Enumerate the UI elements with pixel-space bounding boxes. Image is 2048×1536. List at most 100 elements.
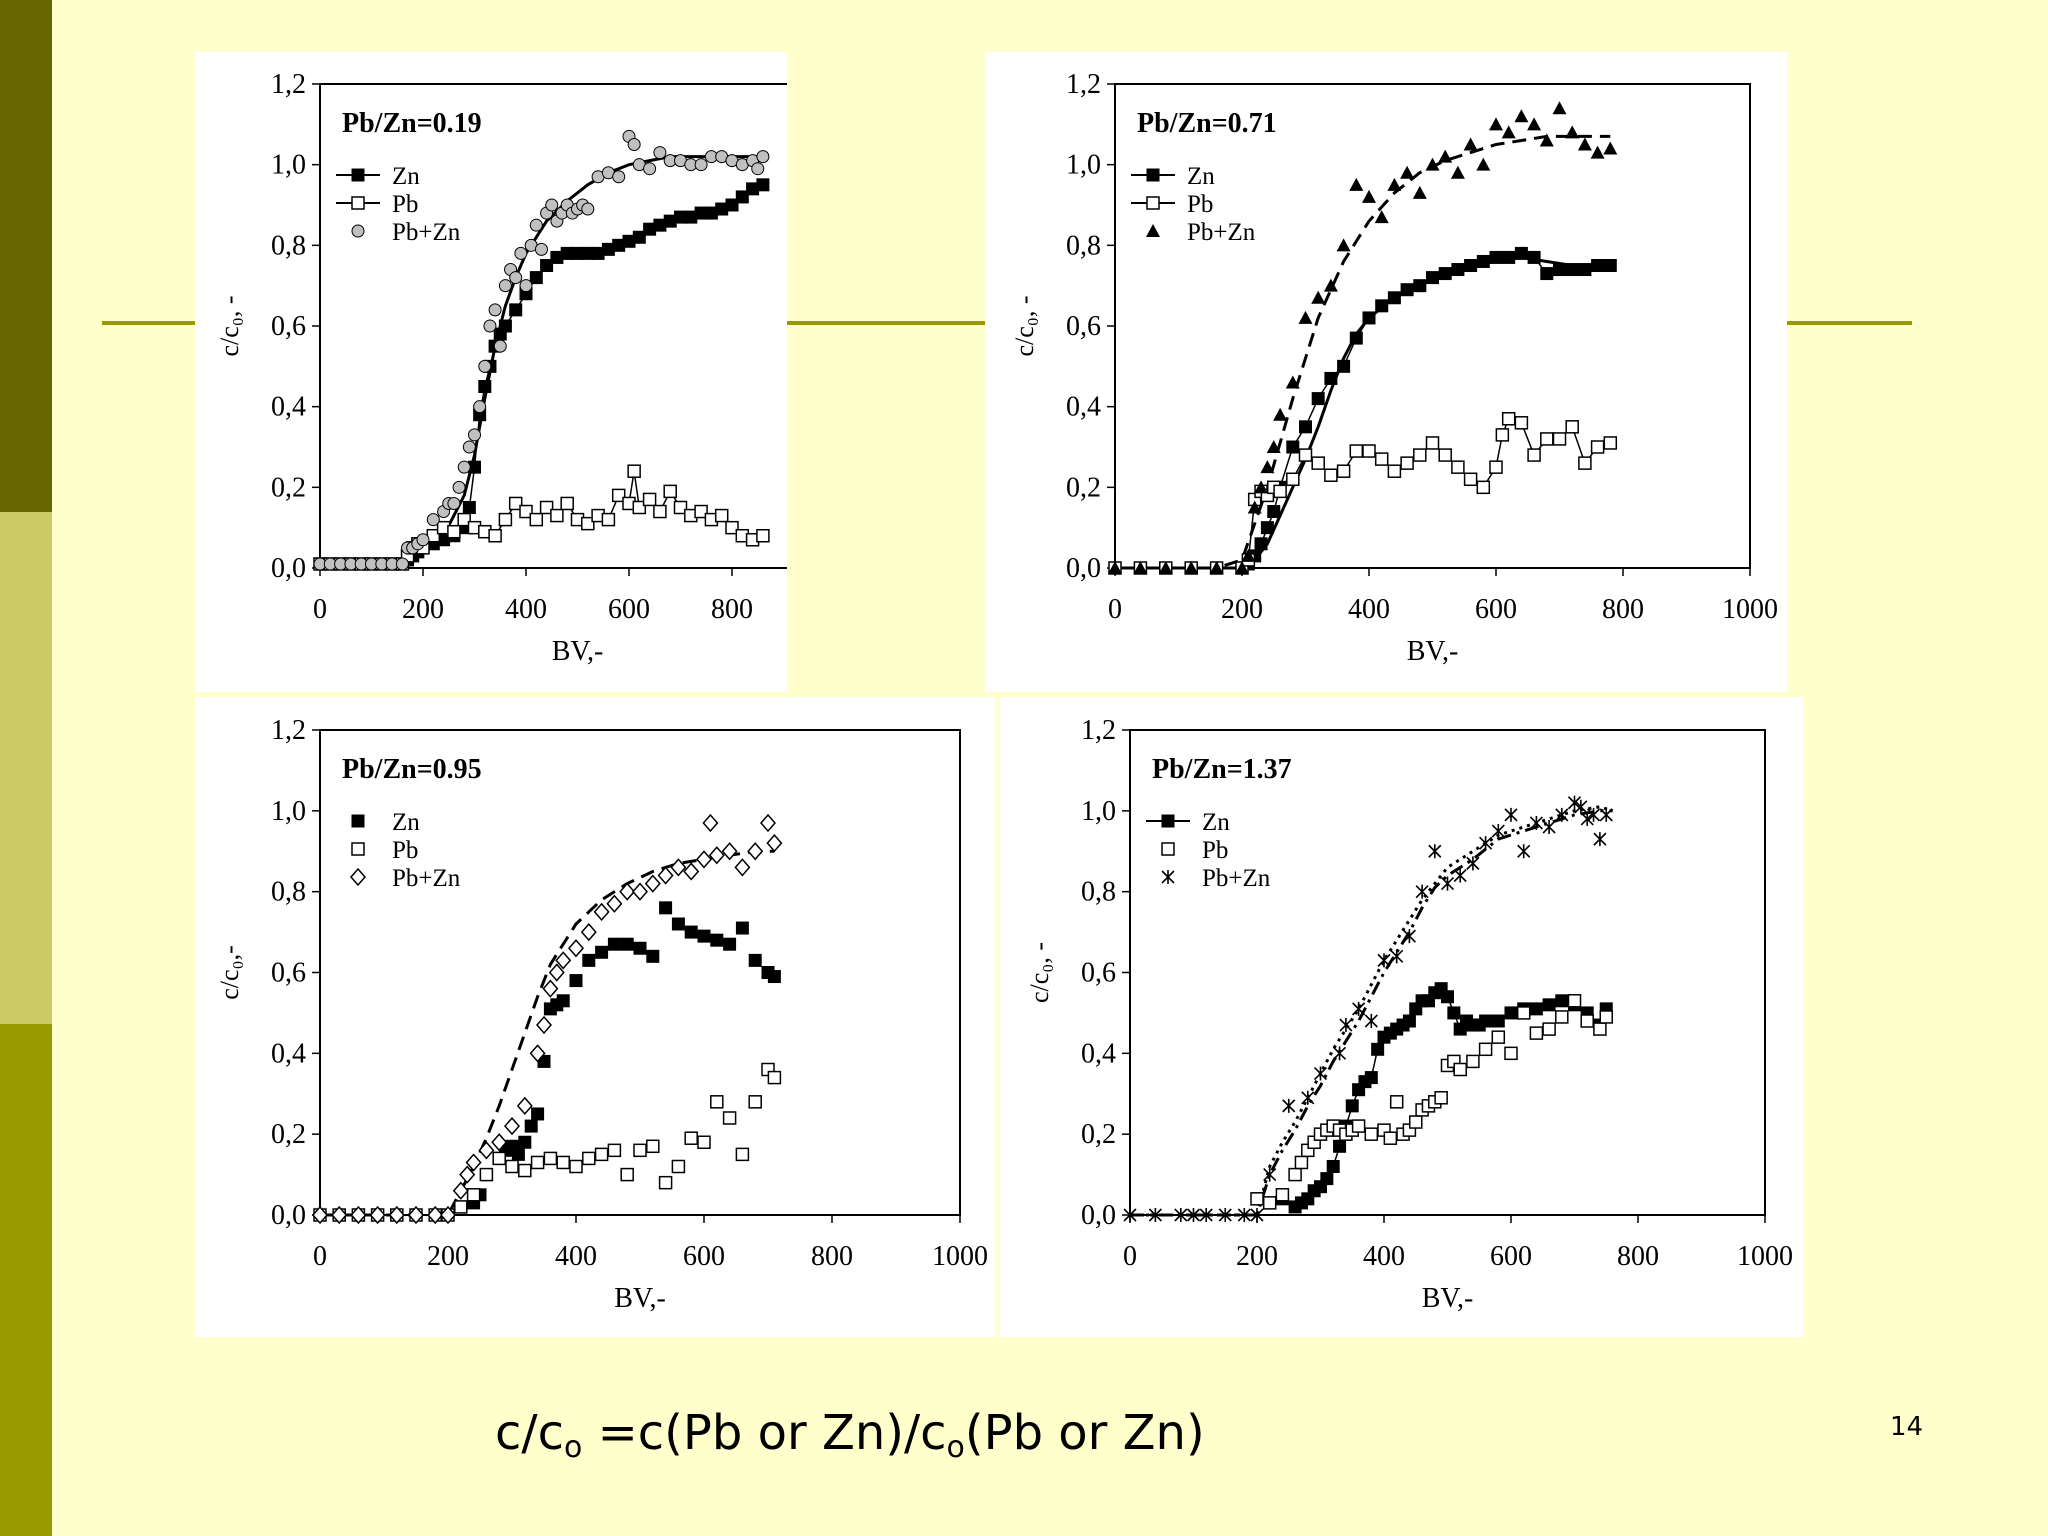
data-point: [643, 162, 657, 176]
data-point: [1504, 807, 1518, 822]
data-point: [767, 970, 781, 984]
data-point: [632, 882, 648, 901]
data-point: [1383, 1131, 1398, 1145]
data-point: [1311, 392, 1325, 406]
data-point: [1108, 561, 1122, 574]
data-point: [595, 945, 609, 959]
plot-frame: [1114, 83, 1751, 569]
data-point: [454, 1200, 468, 1214]
legend-label: Pb+Zn: [1202, 865, 1271, 892]
data-point: [1527, 448, 1541, 462]
x-axis-label: BV,-: [1422, 1283, 1474, 1314]
data-point: [735, 190, 749, 204]
data-point: [1555, 1010, 1569, 1024]
data-point: [492, 1151, 506, 1166]
chart-title: Pb/Zn=1.37: [1152, 754, 1292, 785]
data-point: [1590, 440, 1605, 454]
data-point: [1324, 371, 1338, 385]
data-point: [388, 1205, 405, 1225]
data-point: [1374, 210, 1389, 224]
slide-number: 14: [1890, 1412, 1924, 1442]
legend-label: Pb: [1187, 191, 1213, 218]
formula-caption: c/co =c(Pb or Zn)/co(Pb or Zn): [495, 1405, 1205, 1465]
data-point: [1578, 456, 1592, 470]
data-point: [748, 1095, 762, 1109]
sidebar-band-dark: [0, 0, 52, 512]
plot-frame: [1129, 729, 1766, 1216]
legend-entry: Pb: [336, 191, 418, 218]
data-point: [568, 939, 584, 958]
data-point: [498, 512, 513, 527]
y-tick-label: 1,2: [271, 715, 306, 746]
data-point: [529, 271, 543, 285]
y-tick-label: 0,6: [271, 958, 306, 989]
data-point: [683, 862, 700, 881]
data-point: [1174, 1208, 1188, 1222]
data-point: [1463, 472, 1478, 487]
data-point: [593, 902, 610, 922]
data-point: [594, 1147, 609, 1162]
data-point: [1451, 263, 1465, 277]
data-point: [426, 513, 440, 527]
x-axis-label: BV,-: [552, 636, 604, 667]
data-point: [710, 1095, 724, 1109]
data-point: [427, 1205, 444, 1225]
data-point: [601, 512, 616, 527]
series-zn: [1108, 246, 1617, 575]
data-point: [633, 941, 647, 955]
data-point: [504, 1116, 520, 1136]
data-point: [462, 440, 476, 454]
data-point: [767, 1070, 782, 1085]
data-point: [516, 1096, 533, 1116]
data-point: [1273, 484, 1287, 499]
data-point: [696, 850, 712, 869]
data-point: [723, 937, 737, 951]
plot-frame: [319, 729, 961, 1216]
data-point: [478, 380, 492, 393]
data-point: [1288, 1167, 1302, 1182]
data-point: [671, 1159, 686, 1174]
data-point: [1517, 844, 1531, 859]
legend-label: Pb: [1202, 837, 1228, 864]
data-point: [1263, 1167, 1277, 1182]
data-point: [1514, 109, 1529, 123]
data-point: [483, 319, 497, 333]
x-tick-label: 600: [683, 1241, 725, 1272]
data-point: [632, 500, 647, 515]
data-point: [1400, 456, 1414, 470]
y-tick-label: 0,2: [271, 1119, 306, 1150]
data-point: [684, 1131, 698, 1145]
x-tick-label: 200: [1221, 594, 1263, 625]
y-tick-label: 1,0: [1081, 796, 1116, 827]
data-point: [1332, 1046, 1347, 1061]
data-point: [760, 813, 776, 833]
data-point: [1440, 876, 1455, 891]
data-point: [1591, 259, 1605, 272]
data-point: [581, 202, 595, 216]
data-point: [1349, 177, 1364, 191]
chart-title: Pb/Zn=0.71: [1137, 108, 1277, 139]
data-point: [408, 1205, 424, 1225]
series-zn: [1250, 982, 1613, 1214]
data-point: [452, 1181, 469, 1200]
data-point: [1377, 953, 1391, 968]
data-point: [1540, 267, 1554, 281]
chart-panel-pbzn-019: 0,00,20,40,60,81,01,20200400600800100(BV…: [195, 52, 787, 692]
legend-label: Pb: [392, 837, 418, 864]
legend-entry: Pb+Zn: [350, 865, 461, 892]
x-tick-label: 600: [1490, 1241, 1532, 1272]
data-point: [611, 488, 626, 503]
x-axis-label: BV,-: [614, 1283, 666, 1314]
data-point: [1501, 125, 1516, 139]
data-point: [612, 170, 626, 184]
x-tick-label: 800: [1617, 1241, 1659, 1272]
y-tick-label: 1,2: [1066, 69, 1101, 100]
data-point: [632, 230, 646, 244]
legend-label: Pb+Zn: [392, 219, 461, 246]
data-point: [462, 501, 476, 514]
series-pb: [313, 1062, 782, 1222]
data-point: [530, 1155, 545, 1170]
data-point: [708, 846, 725, 865]
series-pb-zn: [312, 813, 783, 1225]
x-tick-label: 1000: [932, 1241, 988, 1272]
